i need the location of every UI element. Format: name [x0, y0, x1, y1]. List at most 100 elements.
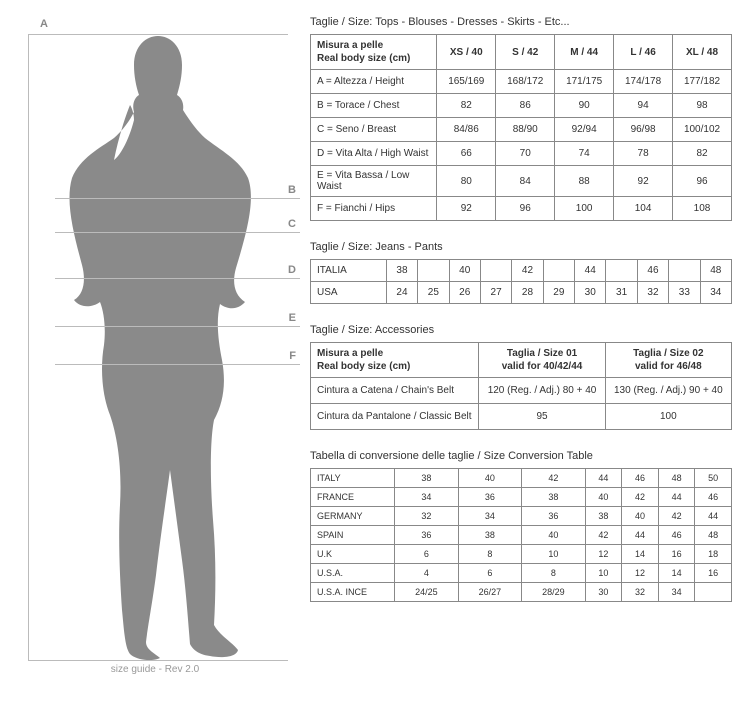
conv-cell: 50 — [695, 469, 732, 488]
accessories-block: Taglie / Size: Accessories Misura a pell… — [310, 324, 732, 430]
tops-cell: 177/182 — [673, 70, 732, 94]
tops-cell: 78 — [614, 142, 673, 166]
conv-row-label-2: GERMANY — [311, 507, 395, 526]
tops-cell: 80 — [437, 166, 496, 197]
tops-cell: 84 — [496, 166, 555, 197]
conv-cell: 42 — [658, 507, 695, 526]
jeans-cell: 28 — [512, 282, 543, 304]
tops-cell: 92 — [614, 166, 673, 197]
jeans-cell: 34 — [700, 282, 731, 304]
conv-cell: 8 — [522, 564, 585, 583]
conv-row-label-1: FRANCE — [311, 488, 395, 507]
table-row: Cintura a Catena / Chain's Belt120 (Reg.… — [311, 378, 732, 404]
measure-label-c: C — [288, 218, 296, 230]
acc-cell: 120 (Reg. / Adj.) 80 + 40 — [479, 378, 605, 404]
conv-row-label-0: ITALY — [311, 469, 395, 488]
jeans-cell: 44 — [575, 260, 606, 282]
table-row: U.S.A.46810121416 — [311, 564, 732, 583]
tops-cell: 100 — [555, 197, 614, 221]
tops-block: Taglie / Size: Tops - Blouses - Dresses … — [310, 16, 732, 221]
tops-cell: 74 — [555, 142, 614, 166]
conv-row-label-6: U.S.A. INCE — [311, 583, 395, 602]
table-row: Cintura da Pantalone / Classic Belt95100 — [311, 404, 732, 430]
measure-line-c — [55, 232, 300, 233]
tops-cell: 108 — [673, 197, 732, 221]
acc-row-label-1: Cintura da Pantalone / Classic Belt — [311, 404, 479, 430]
jeans-cell: 48 — [700, 260, 731, 282]
conv-cell: 28/29 — [522, 583, 585, 602]
conv-cell: 6 — [458, 564, 521, 583]
tops-row-label-1: B = Torace / Chest — [311, 94, 437, 118]
tops-col-4: XL / 48 — [673, 35, 732, 70]
tops-cell: 94 — [614, 94, 673, 118]
tops-cell: 90 — [555, 94, 614, 118]
conv-cell: 4 — [395, 564, 458, 583]
acc-cell: 100 — [605, 404, 731, 430]
jeans-row-label-1: USA — [311, 282, 387, 304]
jeans-cell — [418, 260, 449, 282]
conv-cell: 42 — [622, 488, 659, 507]
conv-cell: 12 — [585, 545, 622, 564]
conv-cell: 40 — [458, 469, 521, 488]
conv-cell: 16 — [658, 545, 695, 564]
conv-cell: 40 — [522, 526, 585, 545]
accessories-table: Misura a pelleReal body size (cm)Taglia … — [310, 342, 732, 430]
table-row: F = Fianchi / Hips9296100104108 — [311, 197, 732, 221]
tops-cell: 168/172 — [496, 70, 555, 94]
conversion-table: ITALY38404244464850FRANCE34363840424446G… — [310, 468, 732, 602]
conv-cell: 32 — [395, 507, 458, 526]
tops-cell: 82 — [673, 142, 732, 166]
tops-cell: 100/102 — [673, 118, 732, 142]
conv-cell: 46 — [622, 469, 659, 488]
tops-cell: 165/169 — [437, 70, 496, 94]
conv-cell: 38 — [458, 526, 521, 545]
tops-cell: 96/98 — [614, 118, 673, 142]
acc-col-1: Taglia / Size 02valid for 46/48 — [605, 343, 731, 378]
jeans-cell: 29 — [543, 282, 574, 304]
measure-label-d: D — [288, 264, 296, 276]
figure-column: A BCDEF size guide - Rev 2.0 — [10, 10, 300, 675]
conv-cell: 34 — [658, 583, 695, 602]
tops-row-label-2: C = Seno / Breast — [311, 118, 437, 142]
conv-cell: 32 — [622, 583, 659, 602]
table-row: GERMANY32343638404244 — [311, 507, 732, 526]
jeans-cell: 42 — [512, 260, 543, 282]
jeans-cell: 32 — [637, 282, 668, 304]
table-row: FRANCE34363840424446 — [311, 488, 732, 507]
jeans-cell — [543, 260, 574, 282]
jeans-block: Taglie / Size: Jeans - Pants ITALIA38404… — [310, 241, 732, 304]
jeans-cell: 26 — [449, 282, 480, 304]
tops-cell: 66 — [437, 142, 496, 166]
jeans-cell: 38 — [386, 260, 417, 282]
tops-col-0: XS / 40 — [437, 35, 496, 70]
acc-header-first: Misura a pelleReal body size (cm) — [311, 343, 479, 378]
tops-cell: 86 — [496, 94, 555, 118]
table-row: SPAIN36384042444648 — [311, 526, 732, 545]
body-silhouette: A BCDEF — [10, 10, 300, 660]
measure-label-e: E — [289, 312, 296, 324]
conv-cell: 6 — [395, 545, 458, 564]
conv-cell: 36 — [458, 488, 521, 507]
conv-cell: 18 — [695, 545, 732, 564]
tops-col-1: S / 42 — [496, 35, 555, 70]
conv-row-label-3: SPAIN — [311, 526, 395, 545]
table-row: U.K681012141618 — [311, 545, 732, 564]
tops-cell: 171/175 — [555, 70, 614, 94]
tops-cell: 88 — [555, 166, 614, 197]
conv-cell: 30 — [585, 583, 622, 602]
jeans-cell — [606, 260, 637, 282]
conv-cell: 42 — [522, 469, 585, 488]
tops-cell: 84/86 — [437, 118, 496, 142]
measure-line-d — [55, 278, 300, 279]
conv-cell: 24/25 — [395, 583, 458, 602]
acc-col-0: Taglia / Size 01valid for 40/42/44 — [479, 343, 605, 378]
conv-cell: 36 — [395, 526, 458, 545]
conv-cell: 14 — [622, 545, 659, 564]
conv-cell: 40 — [585, 488, 622, 507]
conv-cell: 36 — [522, 507, 585, 526]
table-row: ITALIA384042444648 — [311, 260, 732, 282]
table-row: U.S.A. INCE24/2526/2728/29303234 — [311, 583, 732, 602]
acc-cell: 95 — [479, 404, 605, 430]
conv-cell: 38 — [585, 507, 622, 526]
tops-table: Misura a pelleReal body size (cm)XS / 40… — [310, 34, 732, 221]
